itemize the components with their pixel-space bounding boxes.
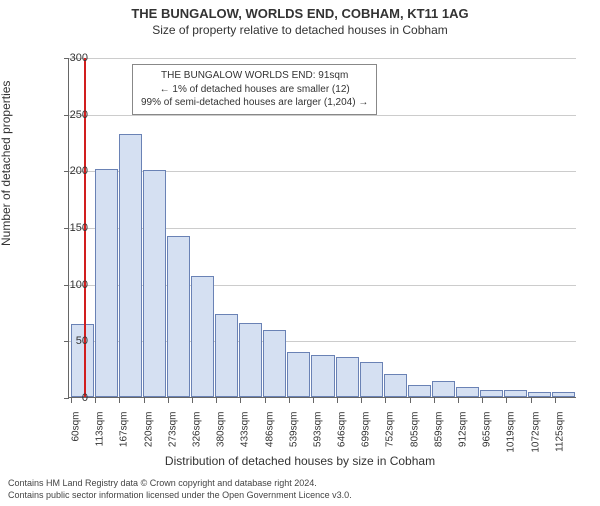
xtick-label: 1072sqm — [530, 412, 541, 453]
histogram-bar — [239, 323, 262, 397]
xtick-mark — [144, 397, 145, 403]
xtick-mark — [385, 397, 386, 403]
xtick-label: 859sqm — [433, 412, 444, 448]
histogram-bar — [311, 355, 334, 397]
xtick-label: 752sqm — [385, 412, 396, 448]
histogram-bar — [191, 276, 214, 397]
histogram-bar — [408, 385, 431, 397]
ytick-label: 150 — [48, 222, 88, 234]
annotation-infobox: THE BUNGALOW WORLDS END: 91sqm← 1% of de… — [132, 64, 377, 115]
ytick-label: 0 — [48, 392, 88, 404]
xtick-mark — [361, 397, 362, 403]
xtick-mark — [216, 397, 217, 403]
xtick-mark — [289, 397, 290, 403]
xtick-label: 113sqm — [95, 412, 106, 447]
footer-attribution: Contains HM Land Registry data © Crown c… — [8, 478, 592, 501]
footer-line-1: Contains HM Land Registry data © Crown c… — [8, 478, 592, 490]
xtick-mark — [458, 397, 459, 403]
plot-frame: THE BUNGALOW WORLDS END: 91sqm← 1% of de… — [68, 58, 576, 398]
xtick-label: 326sqm — [191, 412, 202, 448]
ytick-label: 300 — [48, 52, 88, 64]
xtick-label: 486sqm — [264, 412, 275, 448]
histogram-bar — [215, 314, 238, 397]
ytick-label: 50 — [48, 335, 88, 347]
xtick-label: 912sqm — [458, 412, 469, 448]
xtick-mark — [434, 397, 435, 403]
xtick-mark — [482, 397, 483, 403]
infobox-line: ← 1% of detached houses are smaller (12) — [141, 83, 368, 97]
xtick-label: 60sqm — [71, 412, 82, 442]
histogram-bar — [504, 390, 527, 397]
xtick-label: 1125sqm — [554, 412, 565, 452]
xtick-mark — [168, 397, 169, 403]
xtick-label: 167sqm — [119, 412, 130, 448]
histogram-bar — [287, 352, 310, 397]
y-axis-label: Number of detached properties — [0, 81, 13, 246]
ytick-label: 100 — [48, 279, 88, 291]
xtick-mark — [119, 397, 120, 403]
xtick-mark — [192, 397, 193, 403]
xtick-label: 805sqm — [409, 412, 420, 448]
xtick-label: 220sqm — [143, 412, 154, 448]
histogram-bar — [95, 169, 118, 397]
histogram-bar — [167, 236, 190, 397]
ytick-label: 250 — [48, 109, 88, 121]
infobox-line: 99% of semi-detached houses are larger (… — [141, 96, 368, 110]
plot-area: THE BUNGALOW WORLDS END: 91sqm← 1% of de… — [68, 58, 576, 398]
xtick-label: 539sqm — [288, 412, 299, 448]
ytick-label: 200 — [48, 165, 88, 177]
xtick-mark — [240, 397, 241, 403]
histogram-bar — [263, 330, 286, 397]
x-axis-label: Distribution of detached houses by size … — [0, 454, 600, 468]
chart-title: THE BUNGALOW, WORLDS END, COBHAM, KT11 1… — [0, 6, 600, 21]
xtick-label: 433sqm — [240, 412, 251, 448]
xtick-mark — [506, 397, 507, 403]
xtick-label: 1019sqm — [506, 412, 517, 453]
histogram-bar — [432, 381, 455, 397]
histogram-bar — [336, 357, 359, 397]
xtick-mark — [410, 397, 411, 403]
xtick-label: 646sqm — [337, 412, 348, 448]
xtick-mark — [337, 397, 338, 403]
histogram-bar — [119, 134, 142, 397]
xtick-mark — [555, 397, 556, 403]
histogram-bar — [360, 362, 383, 397]
xtick-label: 593sqm — [312, 412, 323, 448]
xtick-label: 965sqm — [482, 412, 493, 448]
chart-subtitle: Size of property relative to detached ho… — [0, 23, 600, 37]
histogram-bar — [456, 387, 479, 397]
xtick-mark — [531, 397, 532, 403]
histogram-bar — [480, 390, 503, 397]
xtick-mark — [265, 397, 266, 403]
xtick-label: 273sqm — [167, 412, 178, 448]
infobox-line: THE BUNGALOW WORLDS END: 91sqm — [141, 69, 368, 83]
histogram-bar — [384, 374, 407, 397]
xtick-label: 380sqm — [216, 412, 227, 448]
histogram-bar — [143, 170, 166, 397]
xtick-mark — [95, 397, 96, 403]
xtick-label: 699sqm — [361, 412, 372, 448]
xtick-mark — [313, 397, 314, 403]
